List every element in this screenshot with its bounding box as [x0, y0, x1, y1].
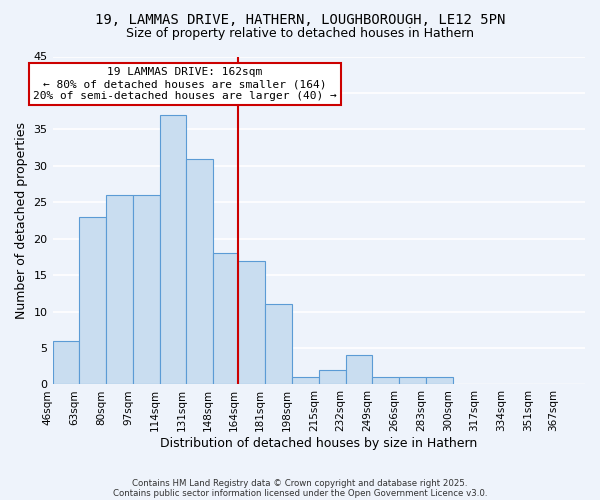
Bar	[399, 377, 426, 384]
Bar	[319, 370, 346, 384]
Bar	[292, 377, 319, 384]
Text: 19 LAMMAS DRIVE: 162sqm
← 80% of detached houses are smaller (164)
20% of semi-d: 19 LAMMAS DRIVE: 162sqm ← 80% of detache…	[33, 68, 337, 100]
Bar	[346, 356, 373, 384]
Text: Contains HM Land Registry data © Crown copyright and database right 2025.: Contains HM Land Registry data © Crown c…	[132, 478, 468, 488]
Text: 19, LAMMAS DRIVE, HATHERN, LOUGHBOROUGH, LE12 5PN: 19, LAMMAS DRIVE, HATHERN, LOUGHBOROUGH,…	[95, 12, 505, 26]
Text: Contains public sector information licensed under the Open Government Licence v3: Contains public sector information licen…	[113, 488, 487, 498]
Bar	[265, 304, 292, 384]
Bar	[426, 377, 452, 384]
Bar	[160, 115, 187, 384]
Y-axis label: Number of detached properties: Number of detached properties	[15, 122, 28, 319]
Bar	[187, 158, 213, 384]
Bar	[213, 254, 238, 384]
Bar	[373, 377, 399, 384]
X-axis label: Distribution of detached houses by size in Hathern: Distribution of detached houses by size …	[160, 437, 478, 450]
Bar	[106, 195, 133, 384]
Bar	[133, 195, 160, 384]
Bar	[53, 340, 79, 384]
Text: Size of property relative to detached houses in Hathern: Size of property relative to detached ho…	[126, 28, 474, 40]
Bar	[238, 260, 265, 384]
Bar	[79, 217, 106, 384]
